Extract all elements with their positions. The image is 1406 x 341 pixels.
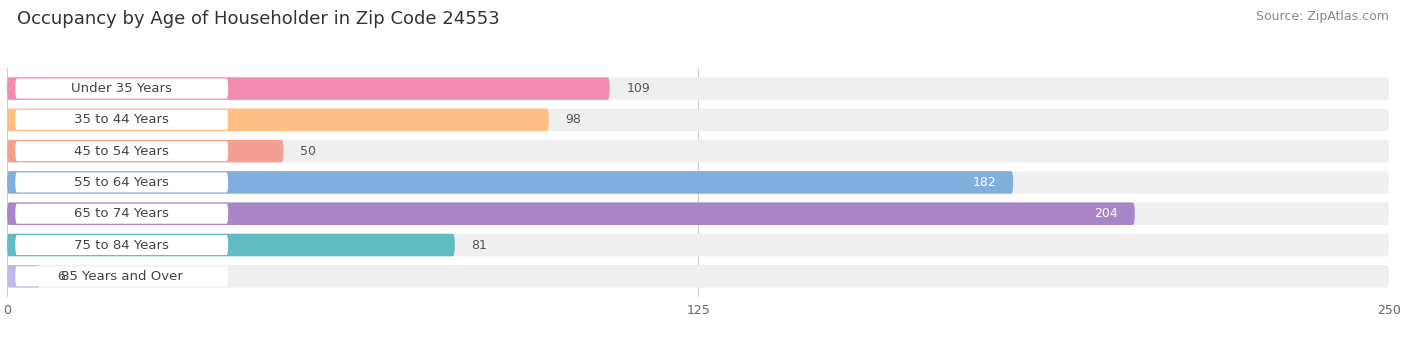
Text: 6: 6 [56,270,65,283]
Text: Occupancy by Age of Householder in Zip Code 24553: Occupancy by Age of Householder in Zip C… [17,10,499,28]
FancyBboxPatch shape [7,171,1389,194]
FancyBboxPatch shape [7,108,1389,131]
Text: 45 to 54 Years: 45 to 54 Years [75,145,169,158]
Text: 35 to 44 Years: 35 to 44 Years [75,113,169,126]
FancyBboxPatch shape [7,77,1389,100]
Text: 65 to 74 Years: 65 to 74 Years [75,207,169,220]
Text: 109: 109 [626,82,650,95]
Text: 75 to 84 Years: 75 to 84 Years [75,239,169,252]
Text: Under 35 Years: Under 35 Years [72,82,172,95]
FancyBboxPatch shape [15,78,228,99]
Text: 50: 50 [299,145,316,158]
FancyBboxPatch shape [7,265,41,287]
FancyBboxPatch shape [7,203,1389,225]
FancyBboxPatch shape [7,140,1389,162]
Text: 204: 204 [1094,207,1118,220]
Text: 98: 98 [565,113,581,126]
FancyBboxPatch shape [15,235,228,255]
FancyBboxPatch shape [7,234,1389,256]
FancyBboxPatch shape [7,203,1135,225]
FancyBboxPatch shape [15,110,228,130]
FancyBboxPatch shape [15,204,228,224]
FancyBboxPatch shape [15,173,228,192]
Text: 85 Years and Over: 85 Years and Over [60,270,183,283]
Text: 55 to 64 Years: 55 to 64 Years [75,176,169,189]
Text: 182: 182 [973,176,997,189]
FancyBboxPatch shape [7,171,1014,194]
FancyBboxPatch shape [7,234,454,256]
FancyBboxPatch shape [15,141,228,161]
Text: 81: 81 [471,239,488,252]
FancyBboxPatch shape [7,265,1389,287]
FancyBboxPatch shape [7,140,284,162]
FancyBboxPatch shape [15,266,228,286]
FancyBboxPatch shape [7,77,610,100]
Text: Source: ZipAtlas.com: Source: ZipAtlas.com [1256,10,1389,23]
FancyBboxPatch shape [7,108,548,131]
